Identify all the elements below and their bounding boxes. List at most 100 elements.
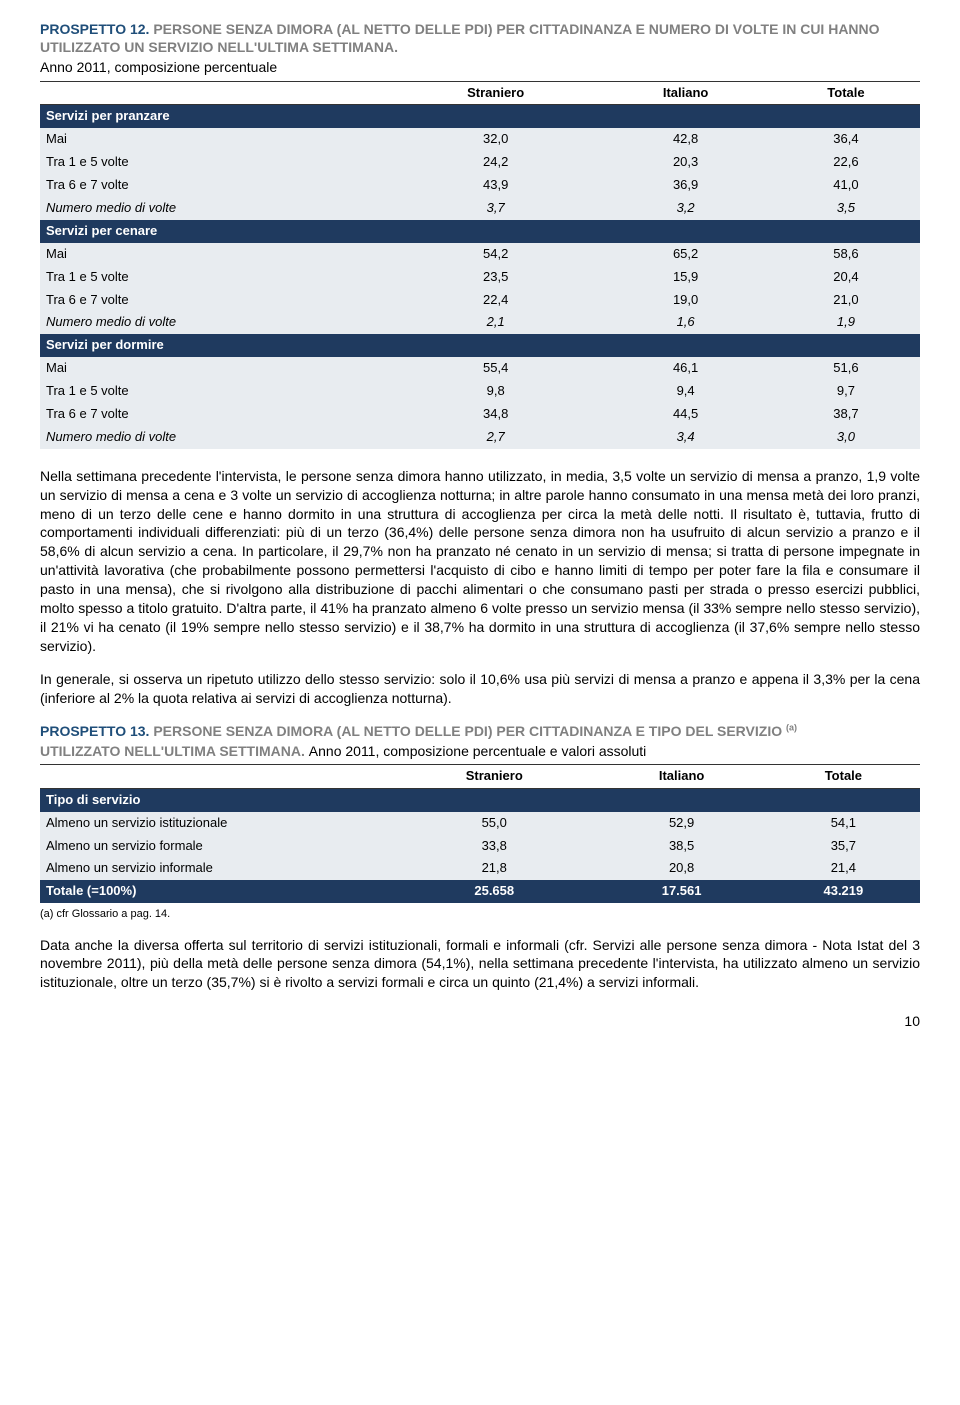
row-value: 41,0 xyxy=(772,174,920,197)
prospetto13-footnote: (a) cfr Glossario a pag. 14. xyxy=(40,907,920,921)
total-label: Totale (=100%) xyxy=(40,880,392,903)
row-value: 36,4 xyxy=(772,128,920,151)
row-value: 21,4 xyxy=(767,857,920,880)
table-row: Tra 6 e 7 volte34,844,538,7 xyxy=(40,403,920,426)
col-blank xyxy=(40,81,392,105)
row-value: 65,2 xyxy=(599,243,772,266)
col-blank xyxy=(40,764,392,788)
table-header-row: Straniero Italiano Totale xyxy=(40,764,920,788)
row-value: 21,8 xyxy=(392,857,596,880)
row-value: 20,8 xyxy=(596,857,766,880)
row-label: Tra 1 e 5 volte xyxy=(40,380,392,403)
row-value: 55,0 xyxy=(392,812,596,835)
row-value: 33,8 xyxy=(392,835,596,858)
col-totale: Totale xyxy=(767,764,920,788)
row-label: Numero medio di volte xyxy=(40,311,392,334)
prospetto13-prefix: PROSPETTO 13. xyxy=(40,723,149,739)
prospetto12-prefix: PROSPETTO 12. xyxy=(40,21,149,37)
prospetto13-title: PROSPETTO 13. PERSONE SENZA DIMORA (AL N… xyxy=(40,722,920,740)
row-value: 55,4 xyxy=(392,357,599,380)
row-value: 3,0 xyxy=(772,426,920,449)
row-value: 54,2 xyxy=(392,243,599,266)
total-value: 43.219 xyxy=(767,880,920,903)
row-value: 38,5 xyxy=(596,835,766,858)
table-row: Tra 1 e 5 volte9,89,49,7 xyxy=(40,380,920,403)
prospetto13-sup: (a) xyxy=(786,722,797,732)
row-value: 23,5 xyxy=(392,266,599,289)
row-value: 24,2 xyxy=(392,151,599,174)
table-row: Mai54,265,258,6 xyxy=(40,243,920,266)
table-row: Mai55,446,151,6 xyxy=(40,357,920,380)
row-value: 22,6 xyxy=(772,151,920,174)
row-value: 22,4 xyxy=(392,289,599,312)
col-italiano: Italiano xyxy=(599,81,772,105)
prospetto12-sub: Anno 2011, composizione percentuale xyxy=(40,58,920,76)
row-value: 1,6 xyxy=(599,311,772,334)
row-value: 9,4 xyxy=(599,380,772,403)
prospetto13-table: Straniero Italiano Totale Tipo di serviz… xyxy=(40,764,920,903)
total-row: Totale (=100%)25.65817.56143.219 xyxy=(40,880,920,903)
row-value: 3,5 xyxy=(772,197,920,220)
row-label: Almeno un servizio informale xyxy=(40,857,392,880)
prospetto12-table: Straniero Italiano Totale Servizi per pr… xyxy=(40,81,920,449)
section-header-cell: Servizi per dormire xyxy=(40,334,920,357)
row-value: 3,2 xyxy=(599,197,772,220)
paragraph-3: Data anche la diversa offerta sul territ… xyxy=(40,936,920,993)
paragraph-1: Nella settimana precedente l'intervista,… xyxy=(40,467,920,656)
table-row: Almeno un servizio istituzionale55,052,9… xyxy=(40,812,920,835)
row-value: 32,0 xyxy=(392,128,599,151)
row-value: 52,9 xyxy=(596,812,766,835)
row-value: 2,1 xyxy=(392,311,599,334)
prospetto12-title-gray: PERSONE SENZA DIMORA (AL NETTO DELLE PDI… xyxy=(40,21,880,55)
prospetto13-sub: UTILIZZATO NELL'ULTIMA SETTIMANA. Anno 2… xyxy=(40,742,920,760)
row-label: Mai xyxy=(40,243,392,266)
table-row: Mai32,042,836,4 xyxy=(40,128,920,151)
section-header-cell: Servizi per cenare xyxy=(40,220,920,243)
row-value: 2,7 xyxy=(392,426,599,449)
row-label: Tra 1 e 5 volte xyxy=(40,151,392,174)
row-label: Mai xyxy=(40,357,392,380)
row-value: 15,9 xyxy=(599,266,772,289)
row-label: Tra 1 e 5 volte xyxy=(40,266,392,289)
row-value: 46,1 xyxy=(599,357,772,380)
row-value: 19,0 xyxy=(599,289,772,312)
col-straniero: Straniero xyxy=(392,81,599,105)
row-value: 9,8 xyxy=(392,380,599,403)
row-label: Almeno un servizio formale xyxy=(40,835,392,858)
section-header: Servizi per cenare xyxy=(40,220,920,243)
row-value: 43,9 xyxy=(392,174,599,197)
prospetto13-title-gray2: UTILIZZATO NELL'ULTIMA SETTIMANA. xyxy=(40,743,305,759)
row-value: 20,3 xyxy=(599,151,772,174)
row-value: 20,4 xyxy=(772,266,920,289)
col-straniero: Straniero xyxy=(392,764,596,788)
table-header-row: Straniero Italiano Totale xyxy=(40,81,920,105)
row-value: 1,9 xyxy=(772,311,920,334)
table-row: Numero medio di volte2,11,61,9 xyxy=(40,311,920,334)
row-label: Almeno un servizio istituzionale xyxy=(40,812,392,835)
prospetto13-title-gray: PERSONE SENZA DIMORA (AL NETTO DELLE PDI… xyxy=(153,723,782,739)
row-value: 3,7 xyxy=(392,197,599,220)
row-value: 44,5 xyxy=(599,403,772,426)
row-label: Tra 6 e 7 volte xyxy=(40,174,392,197)
section-header: Servizi per dormire xyxy=(40,334,920,357)
section-header-cell: Servizi per pranzare xyxy=(40,105,920,128)
table-row: Tra 1 e 5 volte24,220,322,6 xyxy=(40,151,920,174)
row-value: 35,7 xyxy=(767,835,920,858)
table-row: Numero medio di volte2,73,43,0 xyxy=(40,426,920,449)
table-row: Numero medio di volte3,73,23,5 xyxy=(40,197,920,220)
row-label: Tra 6 e 7 volte xyxy=(40,289,392,312)
section-header-cell: Tipo di servizio xyxy=(40,788,920,811)
row-value: 36,9 xyxy=(599,174,772,197)
row-label: Mai xyxy=(40,128,392,151)
row-value: 38,7 xyxy=(772,403,920,426)
page-number: 10 xyxy=(40,1012,920,1030)
prospetto12-title: PROSPETTO 12. PERSONE SENZA DIMORA (AL N… xyxy=(40,20,920,56)
row-value: 51,6 xyxy=(772,357,920,380)
section-header: Servizi per pranzare xyxy=(40,105,920,128)
table-row: Tra 6 e 7 volte43,936,941,0 xyxy=(40,174,920,197)
row-value: 34,8 xyxy=(392,403,599,426)
table-row: Tra 6 e 7 volte22,419,021,0 xyxy=(40,289,920,312)
table-row: Almeno un servizio informale21,820,821,4 xyxy=(40,857,920,880)
prospetto12-sub-black: Anno 2011, composizione percentuale xyxy=(40,59,277,75)
col-italiano: Italiano xyxy=(596,764,766,788)
